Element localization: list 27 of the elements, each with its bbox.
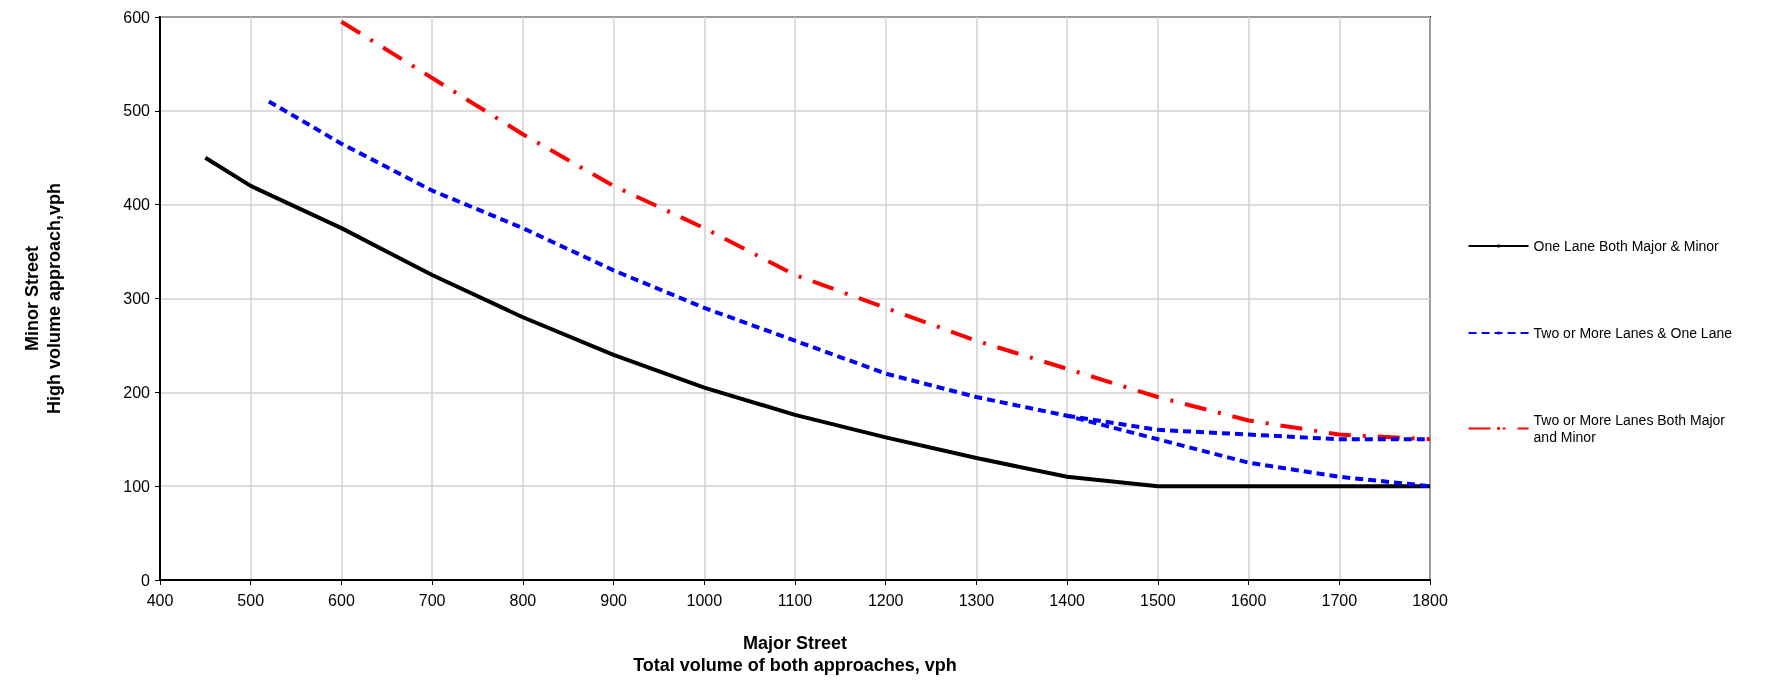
x-tick-label: 1200 <box>867 591 904 609</box>
x-tick-label: 1400 <box>1049 591 1086 609</box>
y-tick-label: 200 <box>123 383 151 401</box>
x-tick-label: 400 <box>146 591 174 609</box>
x-tick-label: 1300 <box>958 591 995 609</box>
x-tick-label: 700 <box>418 591 446 609</box>
x-tick-label: 1000 <box>686 591 723 609</box>
x-axis-title: Major Street Total volume of both approaches, vph <box>633 633 957 675</box>
legend-label: Two or More Lanes & One Lane <box>1533 325 1733 341</box>
y-tick-label: 100 <box>123 477 151 495</box>
x-tick-label: 500 <box>237 591 265 609</box>
y-tick-label: 300 <box>123 290 151 307</box>
x-tick-label: 1700 <box>1321 591 1358 609</box>
x-tick-label: 600 <box>328 591 355 609</box>
y-axis-title: Minor Street High volume approach,vph <box>22 182 64 415</box>
y-tick-label: 0 <box>141 571 151 589</box>
y-tick-label: 600 <box>123 8 151 26</box>
x-tick-label: 1500 <box>1140 591 1176 609</box>
legend-label: One Lane Both Major & Minor <box>1533 238 1720 254</box>
legend-label: Two or More Lanes Both Major and Minor <box>1533 412 1726 445</box>
x-tick-label: 800 <box>509 591 537 609</box>
x-tick-label: 900 <box>600 591 628 609</box>
x-tick-label: 1600 <box>1230 591 1267 609</box>
y-tick-label: 400 <box>123 196 151 214</box>
x-tick-label: 1100 <box>777 591 813 609</box>
x-tick-label: 1800 <box>1412 591 1448 609</box>
y-tick-label: 500 <box>123 102 151 120</box>
